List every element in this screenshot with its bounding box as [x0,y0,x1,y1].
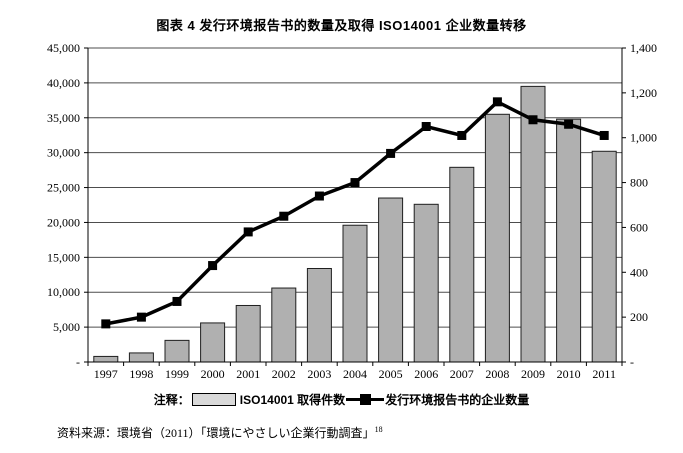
left-axis-tick-label: - [76,355,80,369]
chart-canvas: - 5,000 10,000 15,000 20,000 25,000 30,000 35,0… [47,41,657,381]
left-axis-tick-label: 45,000 [47,41,80,55]
line-marker-2010 [564,119,574,129]
x-axis-category-label: 1998 [129,367,153,381]
right-axis-tick-label: 1,000 [630,131,657,145]
bar-1997 [93,355,119,363]
bar-2000 [200,322,226,363]
line-marker-2001 [243,227,253,237]
bar-2010 [556,118,582,363]
source-footnote-ref: 18 [374,425,383,434]
line-marker-2002 [279,211,289,221]
line-marker-2003 [314,191,324,201]
source-note: 资料来源：環境省（2011）「環境にやさしい企業行動調査」18 [57,424,383,441]
chart-legend: 注释： ISO14001 取得件数 发行环境报告书的企业数量 [0,391,683,408]
bar-2002 [271,287,297,363]
legend-line-marker-icon [346,394,385,405]
left-axis-tick-label: 5,000 [53,320,80,334]
line-marker-1999 [172,296,182,306]
line-marker-2006 [421,122,431,131]
chart-title: 图表 4 发行环境报告书的数量及取得 ISO14001 企业数量转移 [156,18,527,33]
legend-bar-swatch-icon [191,393,236,406]
left-axis-tick-label: 15,000 [47,250,80,264]
right-axis-tick-label: 1,200 [630,86,657,100]
right-axis-tick-label: - [630,355,634,369]
legend-prefix-label: 注释： [153,393,190,407]
source-text: 资料来源：環境省（2011）「環境にやさしい企業行動調査」 [57,426,375,440]
bar-2008 [484,113,510,363]
right-axis-tick-label: 1,400 [630,41,657,55]
x-axis-category-label: 2004 [343,367,367,381]
right-axis-tick-label: 800 [630,176,648,190]
bar-2004 [342,224,368,363]
x-axis-category-label: 2008 [485,367,509,381]
left-axis-tick-label: 30,000 [47,146,80,160]
left-axis-tick-label: 35,000 [47,111,80,125]
line-marker-1998 [136,312,146,322]
line-marker-2008 [492,97,502,107]
bar-2007 [449,166,475,363]
x-axis-category-label: 2003 [307,367,331,381]
left-axis-tick-label: 25,000 [47,181,80,195]
x-axis-category-label: 2006 [414,367,438,381]
line-marker-2011 [599,130,609,140]
right-axis-tick-label: 400 [630,265,648,279]
line-marker-2007 [457,130,467,140]
x-axis-category-label: 1999 [165,367,189,381]
line-marker-2005 [386,148,396,158]
x-axis-category-label: 2011 [592,367,616,381]
bar-1998 [128,352,154,363]
bar-2009 [520,85,546,363]
x-axis-category-label: 1997 [94,367,118,381]
bar-2003 [306,267,332,363]
right-axis-tick-label: 200 [630,310,648,324]
bar-2005 [378,197,404,363]
x-axis-category-label: 2010 [557,367,581,381]
x-axis-category-label: 2005 [379,367,403,381]
bar-1999 [164,339,190,363]
x-axis-category-label: 2001 [236,367,260,381]
x-axis-category-label: 2009 [521,367,545,381]
left-axis-tick-label: 40,000 [47,76,80,90]
x-axis-category-label: 2000 [201,367,225,381]
legend-line-series-label: 发行环境报告书的企业数量 [385,393,530,407]
right-axis-tick-label: 600 [630,220,648,234]
line-marker-2009 [528,115,538,125]
left-axis-tick-label: 10,000 [47,285,80,299]
bar-2001 [235,304,261,363]
line-marker-2004 [350,178,360,188]
x-axis-category-label: 2007 [450,367,474,381]
x-axis-category-label: 2002 [272,367,296,381]
bar-2011 [591,150,617,363]
line-marker-2000 [208,261,218,271]
left-axis-tick-label: 20,000 [47,215,80,229]
bar-2006 [413,203,439,363]
line-marker-1997 [101,319,111,329]
legend-bar-series-label: ISO14001 取得件数 [239,393,346,407]
